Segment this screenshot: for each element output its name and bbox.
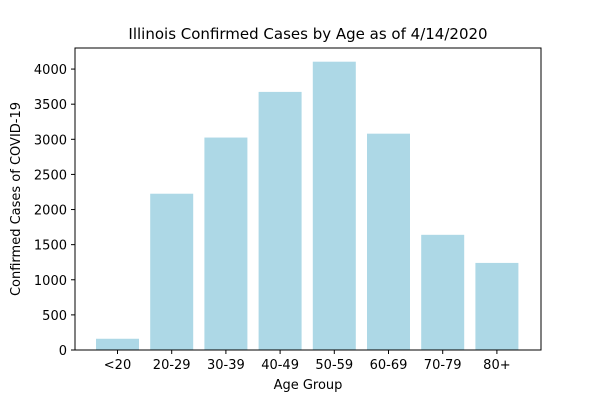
bar-80+ — [475, 262, 519, 350]
bar-40-49 — [258, 91, 302, 351]
bar-30-39 — [204, 137, 248, 350]
x-tick-label: 40-49 — [261, 358, 299, 373]
chart-title: Illinois Confirmed Cases by Age as of 4/… — [128, 25, 487, 43]
x-tick-label: 80+ — [483, 358, 510, 373]
x-tick-label: 60-69 — [370, 358, 408, 373]
y-tick-label: 3000 — [34, 133, 67, 148]
y-tick-label: 3500 — [34, 98, 67, 113]
y-tick-label: 1500 — [34, 239, 67, 254]
y-tick-label: 2500 — [34, 168, 67, 183]
y-tick-label: 1000 — [34, 274, 67, 289]
bar-60-69 — [367, 133, 410, 350]
y-axis: 0 500 1000 1500 2000 2500 3000 3500 4000 — [34, 63, 75, 359]
x-tick-label: 30-39 — [207, 358, 245, 373]
y-tick-label: 4000 — [34, 63, 67, 78]
bar-20-29 — [150, 193, 194, 350]
bar-50-59 — [312, 61, 356, 350]
bar-70-79 — [421, 234, 465, 350]
y-tick-label: 0 — [59, 344, 67, 359]
y-axis-title: Confirmed Cases of COVID-19 — [9, 102, 24, 296]
x-axis: <20 20-29 30-39 40-49 50-59 60-69 70-79 80+ — [104, 350, 511, 373]
bars-layer — [96, 61, 519, 351]
x-tick-label: 20-29 — [153, 358, 191, 373]
x-axis-title: Age Group — [274, 378, 343, 393]
bar-<20 — [96, 338, 139, 350]
y-tick-label: 2000 — [34, 204, 67, 219]
x-tick-label: 50-59 — [315, 358, 353, 373]
x-tick-label: <20 — [104, 358, 131, 373]
x-tick-label: 70-79 — [424, 358, 462, 373]
y-tick-label: 500 — [42, 309, 67, 324]
plot-frame — [74, 47, 542, 351]
